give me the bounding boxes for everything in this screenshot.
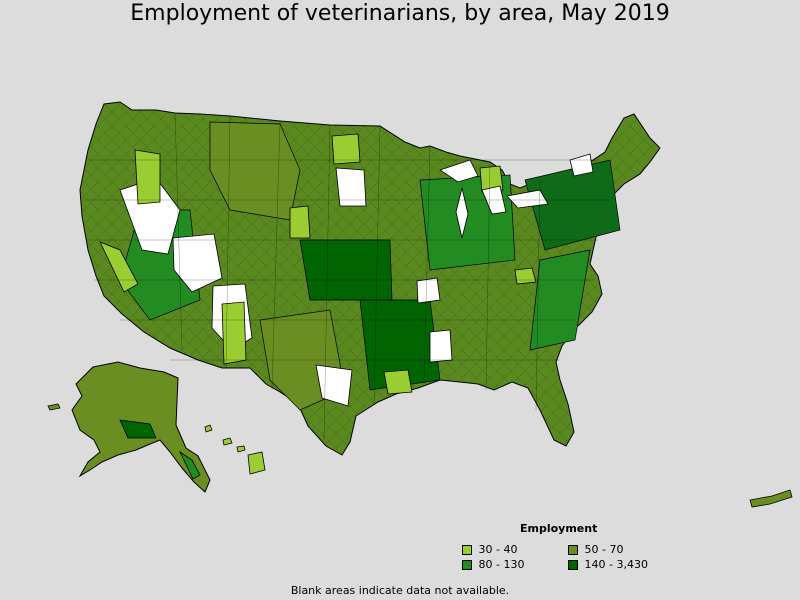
legend-label: 140 - 3,430 [584,558,648,571]
legend-swatch [568,560,578,570]
legend-label: 50 - 70 [584,543,624,556]
contiguous-us-map [79,101,661,456]
legend-label: 30 - 40 [478,543,518,556]
legend-item-50-70: 50 - 70 [568,544,623,556]
legend-swatch [462,560,472,570]
puerto-rico-map [749,489,793,508]
legend-item-80-130: 80 - 130 [462,559,524,571]
hawaii-map [204,424,266,475]
legend-label: 80 - 130 [478,558,525,571]
legend: Employment 30 - 40 50 - 70 80 - 130 140 … [462,520,682,578]
legend-swatch [568,545,578,555]
legend-item-140-3430: 140 - 3,430 [568,559,648,571]
alaska-map [47,361,211,493]
data-availability-note: Blank areas indicate data not available. [290,584,510,597]
legend-swatch [462,545,472,555]
legend-title: Employment [520,522,598,535]
legend-item-30-40: 30 - 40 [462,544,517,556]
map-title: Employment of veterinarians, by area, Ma… [130,1,670,26]
